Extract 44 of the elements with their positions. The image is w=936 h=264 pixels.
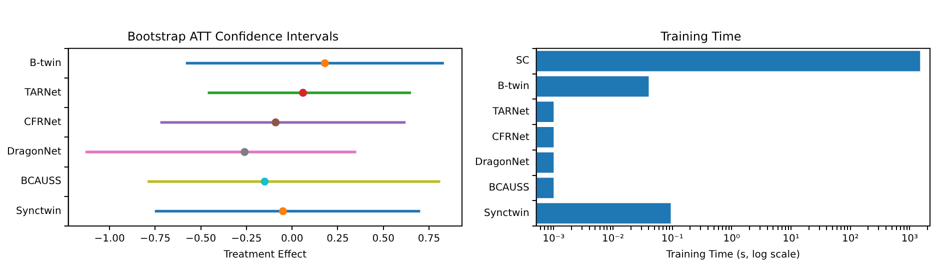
x-tick-label: 10³ — [901, 234, 918, 245]
point — [299, 88, 308, 97]
x-tick-label: 0.00 — [280, 234, 304, 245]
bar — [154, 210, 420, 213]
chart-title: Training Time — [660, 29, 742, 44]
bar — [208, 91, 412, 94]
y-tick-label: SC — [516, 56, 530, 67]
x-tick-label: 0.50 — [372, 234, 394, 245]
x-tick-label: −0.75 — [140, 234, 171, 245]
point — [272, 118, 280, 126]
y-tick-label: TARNet — [492, 106, 530, 118]
x-tick-label: 0.25 — [326, 234, 349, 245]
y-tick-label: B-twin — [498, 81, 530, 92]
y-tick-label: CFRNet — [492, 132, 530, 143]
y-tick-label: DragonNet — [7, 146, 62, 158]
x-tick-label: 10² — [842, 234, 859, 245]
y-tick-label: CFRNet — [24, 116, 62, 128]
x-tick-label: 10¹ — [782, 234, 800, 245]
bar — [148, 180, 440, 183]
y-tick-label: TARNet — [24, 87, 62, 98]
point — [320, 59, 329, 68]
point — [278, 207, 287, 216]
point — [260, 178, 269, 186]
point — [240, 148, 249, 156]
x-tick-label: −0.25 — [231, 234, 262, 245]
x-tick-label: 10⁻¹ — [661, 234, 684, 245]
chart-title: Bootstrap ATT Confidence Intervals — [127, 29, 339, 44]
bar — [85, 150, 356, 154]
x-tick-label: 10⁰ — [723, 234, 740, 245]
y-tick-label: Synctwin — [16, 206, 62, 217]
x-axis-title: Training Time (s, log scale) — [665, 250, 800, 261]
y-tick-label: B-twin — [30, 58, 62, 69]
x-axis-title: Treatment Effect — [222, 250, 307, 261]
x-tick-label: −1.00 — [94, 234, 125, 245]
y-tick-label: BCAUSS — [20, 176, 62, 188]
x-tick-label: 10⁻² — [602, 234, 624, 245]
y-tick-label: BCAUSS — [488, 182, 530, 194]
x-tick-label: −0.50 — [185, 234, 216, 245]
y-tick-label: DragonNet — [475, 157, 530, 168]
y-tick-label: Synctwin — [484, 208, 530, 219]
x-tick-label: 10⁻³ — [542, 234, 565, 245]
bar — [160, 121, 406, 124]
x-tick-label: 0.75 — [418, 234, 440, 245]
bar — [186, 62, 444, 65]
